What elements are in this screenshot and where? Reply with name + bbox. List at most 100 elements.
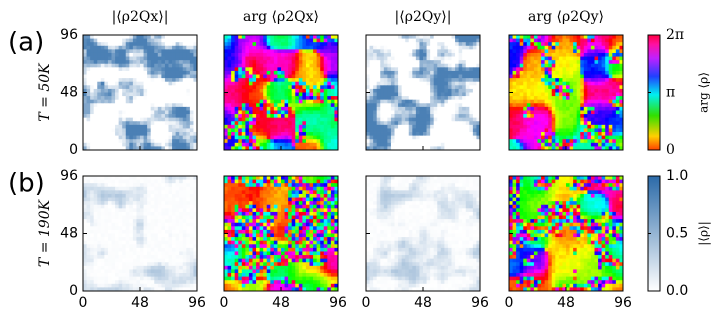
amplitude-cell	[87, 46, 91, 50]
amplitude-cell	[94, 53, 98, 57]
amplitude-cell	[133, 201, 137, 205]
phase-cell	[523, 103, 527, 107]
phase-cell	[530, 107, 534, 111]
amplitude-cell	[448, 103, 452, 107]
phase-cell	[292, 46, 296, 50]
amplitude-cell	[147, 110, 151, 114]
amplitude-cell	[104, 89, 108, 93]
amplitude-cell	[179, 234, 183, 238]
phase-cell	[245, 57, 249, 61]
amplitude-cell	[427, 78, 431, 82]
amplitude-cell	[154, 269, 158, 273]
amplitude-cell	[140, 216, 144, 220]
amplitude-cell	[112, 96, 116, 100]
amplitude-cell	[176, 237, 180, 241]
amplitude-cell	[129, 121, 133, 125]
phase-cell	[270, 114, 274, 118]
amplitude-cell	[119, 183, 123, 187]
amplitude-cell	[423, 67, 427, 71]
phase-cell	[228, 110, 232, 114]
amplitude-cell	[430, 64, 434, 68]
amplitude-cell	[119, 139, 123, 143]
amplitude-cell	[176, 85, 180, 89]
phase-cell	[545, 46, 549, 50]
amplitude-cell	[473, 100, 477, 104]
amplitude-cell	[398, 53, 402, 57]
amplitude-cell	[136, 35, 140, 39]
amplitude-cell	[90, 190, 94, 194]
amplitude-cell	[87, 241, 91, 245]
amplitude-cell	[441, 78, 445, 82]
amplitude-cell	[190, 251, 194, 255]
amplitude-cell	[186, 234, 190, 238]
amplitude-cell	[387, 103, 391, 107]
phase-cell	[320, 143, 324, 147]
phase-cell	[242, 67, 246, 71]
phase-cell	[256, 96, 260, 100]
phase-cell	[523, 75, 527, 79]
phase-cell	[595, 136, 599, 140]
amplitude-cell	[144, 103, 148, 107]
amplitude-cell	[179, 205, 183, 209]
phase-cell	[538, 118, 542, 122]
amplitude-cell	[144, 241, 148, 245]
amplitude-cell	[112, 194, 116, 198]
phase-cell	[270, 132, 274, 136]
amplitude-cell	[133, 219, 137, 223]
amplitude-cell	[140, 71, 144, 75]
amplitude-cell	[441, 110, 445, 114]
amplitude-cell	[119, 216, 123, 220]
amplitude-cell	[441, 103, 445, 107]
phase-cell	[513, 53, 517, 57]
amplitude-cell	[462, 96, 466, 100]
amplitude-cell	[133, 251, 137, 255]
amplitude-cell	[395, 67, 399, 71]
amplitude-cell	[136, 39, 140, 43]
amplitude-cell	[126, 71, 130, 75]
phase-cell	[320, 39, 324, 43]
amplitude-cell	[165, 49, 169, 53]
phase-cell	[530, 82, 534, 86]
amplitude-cell	[176, 71, 180, 75]
phase-cell	[267, 49, 271, 53]
amplitude-cell	[405, 93, 409, 97]
amplitude-cell	[452, 121, 456, 125]
amplitude-cell	[366, 96, 370, 100]
amplitude-cell	[419, 78, 423, 82]
amplitude-cell	[115, 201, 119, 205]
phase-cell	[224, 100, 228, 104]
phase-cell	[331, 75, 335, 79]
amplitude-cell	[183, 139, 187, 143]
phase-cell	[534, 49, 538, 53]
amplitude-cell	[437, 57, 441, 61]
amplitude-cell	[115, 39, 119, 43]
amplitude-cell	[387, 139, 391, 143]
amplitude-cell	[169, 226, 173, 230]
phase-cell	[224, 110, 228, 114]
amplitude-cell	[112, 93, 116, 97]
amplitude-cell	[140, 125, 144, 129]
amplitude-cell	[409, 93, 413, 97]
phase-cell	[288, 64, 292, 68]
phase-cell	[235, 71, 239, 75]
phase-cell	[577, 42, 581, 46]
amplitude-cell	[87, 71, 91, 75]
amplitude-cell	[108, 234, 112, 238]
phase-cell	[513, 96, 517, 100]
amplitude-cell	[186, 237, 190, 241]
amplitude-cell	[151, 230, 155, 234]
amplitude-cell	[165, 82, 169, 86]
amplitude-cell	[136, 187, 140, 191]
amplitude-cell	[469, 114, 473, 118]
amplitude-cell	[101, 136, 105, 140]
amplitude-cell	[83, 212, 87, 216]
phase-cell	[580, 110, 584, 114]
amplitude-cell	[112, 128, 116, 132]
amplitude-cell	[144, 125, 148, 129]
phase-cell	[281, 78, 285, 82]
amplitude-cell	[473, 75, 477, 79]
amplitude-cell	[179, 226, 183, 230]
phase-cell	[520, 57, 524, 61]
amplitude-cell	[469, 121, 473, 125]
amplitude-cell	[126, 103, 130, 107]
